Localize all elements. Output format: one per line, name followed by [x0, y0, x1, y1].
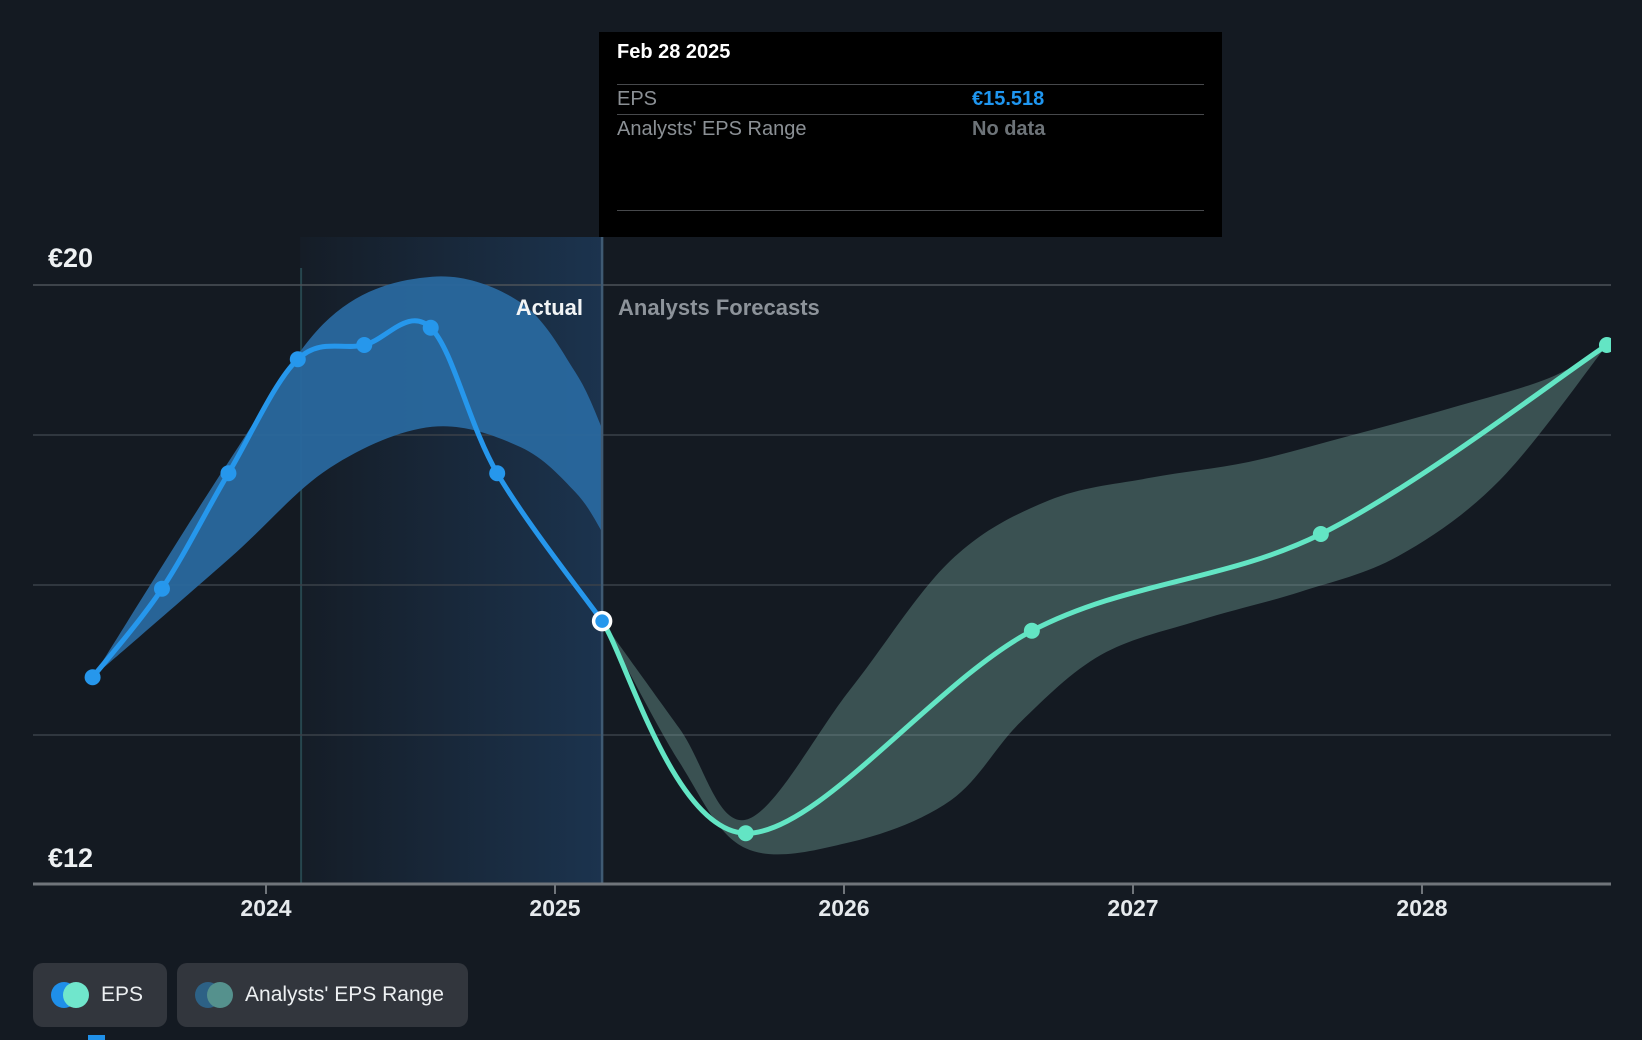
- eps-range-legend-icon: [195, 982, 234, 1008]
- data-point[interactable]: [422, 319, 439, 336]
- tooltip-divider: [617, 84, 1204, 85]
- x-axis-label: 2028: [1396, 895, 1447, 921]
- legend-item-eps[interactable]: EPS: [33, 963, 168, 1027]
- legend-item-eps-range[interactable]: Analysts' EPS Range: [177, 963, 468, 1027]
- tooltip-date-title: Feb 28 2025: [617, 41, 731, 63]
- x-axis-label: 2025: [529, 895, 580, 921]
- chart-tooltip: Feb 28 2025 EPS €15.518 Analysts' EPS Ra…: [599, 32, 1222, 237]
- data-point[interactable]: [1023, 622, 1040, 639]
- y-axis-label: €20: [48, 243, 94, 273]
- chart-legend: EPS Analysts' EPS Range: [33, 963, 468, 1027]
- data-point[interactable]: [1598, 337, 1615, 353]
- tooltip-eps-label: EPS: [617, 88, 658, 110]
- range-band-blue_band: [92, 276, 603, 678]
- tooltip-eps-value: €15.518: [972, 88, 1045, 110]
- bottom-progress-mark: [88, 1035, 105, 1040]
- actual-zone-label: Actual: [515, 295, 583, 320]
- data-point-current[interactable]: [591, 610, 613, 632]
- data-point[interactable]: [153, 580, 170, 597]
- data-point[interactable]: [737, 825, 754, 842]
- data-point[interactable]: [220, 465, 237, 482]
- data-point[interactable]: [289, 351, 306, 368]
- legend-eps-label: EPS: [101, 983, 144, 1006]
- x-axis-label: 2024: [240, 895, 291, 921]
- x-axis-label: 2026: [818, 895, 869, 921]
- data-point[interactable]: [489, 465, 506, 482]
- tooltip-range-value: No data: [972, 118, 1046, 140]
- tooltip-divider: [617, 210, 1204, 211]
- y-axis-label: €12: [48, 843, 94, 873]
- tooltip-divider: [617, 114, 1204, 115]
- legend-eps-range-label: Analysts' EPS Range: [245, 983, 444, 1006]
- data-point[interactable]: [84, 669, 101, 686]
- forecast-zone-label: Analysts Forecasts: [618, 295, 820, 320]
- data-point[interactable]: [356, 337, 373, 353]
- tooltip-range-label: Analysts' EPS Range: [617, 118, 807, 140]
- tooltip-row-eps: EPS €15.518: [599, 84, 1222, 114]
- x-axis-label: 2027: [1107, 895, 1158, 921]
- tooltip-row-range: Analysts' EPS Range No data: [599, 114, 1222, 144]
- data-point[interactable]: [1312, 526, 1329, 542]
- eps-legend-icon: [51, 982, 89, 1008]
